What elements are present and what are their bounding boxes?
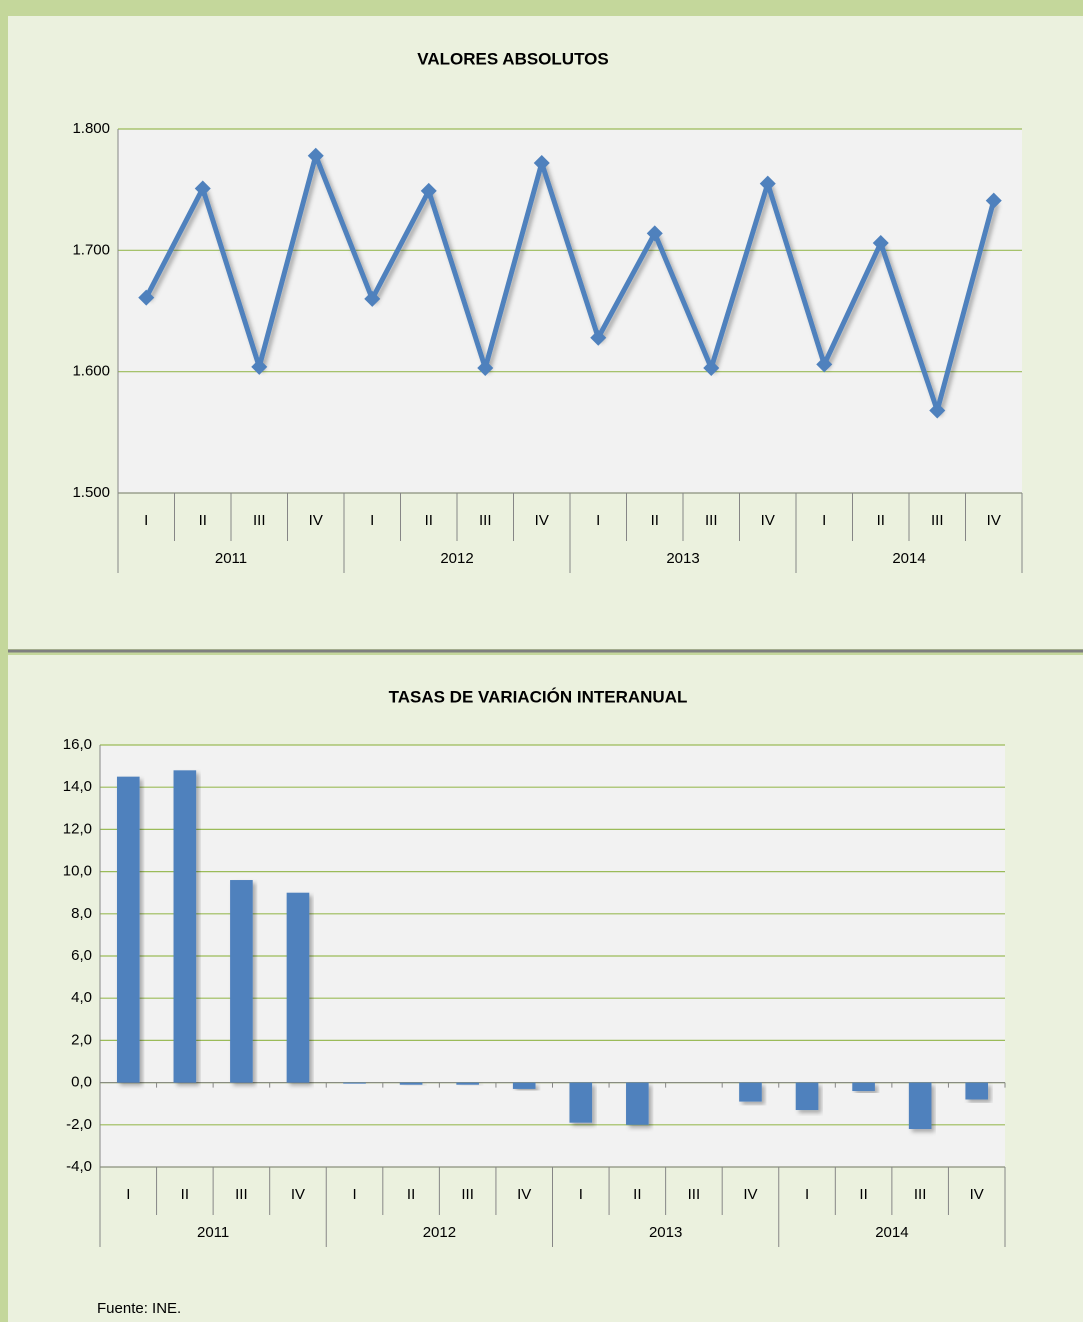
group-label: 2013 xyxy=(649,1224,682,1241)
bar xyxy=(739,1082,762,1102)
x-tick-label: II xyxy=(199,512,207,529)
data-marker xyxy=(759,175,776,192)
bar xyxy=(795,1082,819,1111)
x-tick-label: I xyxy=(370,512,374,529)
chart-title: VALORES ABSOLUTOS xyxy=(417,49,608,68)
group-label: 2011 xyxy=(215,550,247,567)
x-tick-label: IV xyxy=(987,512,1001,529)
x-tick-label: II xyxy=(877,512,885,529)
x-tick-label: I xyxy=(126,1186,130,1203)
y-tick-label: 16,0 xyxy=(63,736,92,753)
x-tick-label: IV xyxy=(970,1186,984,1203)
y-tick-label: 2,0 xyxy=(71,1031,92,1048)
x-tick-label: I xyxy=(822,512,826,529)
data-marker xyxy=(985,192,1002,209)
x-tick-label: IV xyxy=(535,512,549,529)
data-marker xyxy=(590,329,607,346)
y-tick-label: 1.600 xyxy=(72,363,110,380)
bar xyxy=(626,1082,649,1125)
group-label: 2011 xyxy=(197,1224,229,1241)
bar xyxy=(512,1082,536,1089)
data-marker xyxy=(646,225,663,242)
x-tick-label: III xyxy=(461,1186,474,1203)
x-tick-label: II xyxy=(633,1186,641,1203)
x-tick-label: II xyxy=(859,1186,867,1203)
bar xyxy=(399,1082,423,1085)
x-tick-label: IV xyxy=(309,512,323,529)
x-tick-label: II xyxy=(181,1186,189,1203)
x-tick-label: III xyxy=(235,1186,248,1203)
x-tick-label: IV xyxy=(291,1186,305,1203)
data-marker xyxy=(194,180,211,197)
x-tick-label: III xyxy=(479,512,492,529)
group-label: 2014 xyxy=(875,1224,908,1241)
source-note: Fuente: INE. xyxy=(97,1300,181,1317)
y-tick-label: 14,0 xyxy=(63,778,92,795)
data-marker xyxy=(307,147,324,164)
bar xyxy=(173,770,197,1083)
y-tick-label: 4,0 xyxy=(71,989,92,1006)
bar xyxy=(569,1082,593,1123)
y-tick-label: 6,0 xyxy=(71,947,92,964)
x-tick-label: I xyxy=(579,1186,583,1203)
data-marker xyxy=(816,356,833,373)
x-tick-label: IV xyxy=(517,1186,531,1203)
bar xyxy=(965,1082,989,1100)
x-tick-label: III xyxy=(705,512,718,529)
group-label: 2012 xyxy=(440,550,473,567)
x-tick-label: III xyxy=(253,512,266,529)
bar xyxy=(343,1082,366,1084)
data-marker xyxy=(251,358,268,375)
y-tick-label: 1.800 xyxy=(72,120,110,137)
data-marker xyxy=(420,182,437,199)
x-tick-label: IV xyxy=(743,1186,757,1203)
x-tick-label: III xyxy=(688,1186,701,1203)
x-tick-label: I xyxy=(596,512,600,529)
y-tick-label: 0,0 xyxy=(71,1074,92,1091)
bar xyxy=(286,892,310,1083)
bar xyxy=(230,880,253,1083)
data-marker xyxy=(138,289,155,306)
bar xyxy=(908,1082,932,1130)
y-tick-label: 1.700 xyxy=(72,241,110,258)
chart-title: TASAS DE VARIACIÓN INTERANUAL xyxy=(389,687,688,706)
x-tick-label: I xyxy=(352,1186,356,1203)
x-tick-label: III xyxy=(914,1186,927,1203)
x-tick-label: II xyxy=(425,512,433,529)
x-tick-label: I xyxy=(144,512,148,529)
group-label: 2014 xyxy=(892,550,925,567)
data-marker xyxy=(929,402,946,419)
y-tick-label: 10,0 xyxy=(63,863,92,880)
data-marker xyxy=(872,235,889,252)
group-label: 2013 xyxy=(666,550,699,567)
y-tick-label: -4,0 xyxy=(66,1158,92,1175)
bar xyxy=(456,1082,479,1085)
x-tick-label: II xyxy=(407,1186,415,1203)
y-tick-label: 12,0 xyxy=(63,820,92,837)
data-line xyxy=(144,153,997,413)
data-marker xyxy=(364,290,381,307)
bar xyxy=(116,776,140,1083)
group-label: 2012 xyxy=(423,1224,456,1241)
y-tick-label: 8,0 xyxy=(71,905,92,922)
x-tick-label: II xyxy=(651,512,659,529)
x-tick-label: I xyxy=(805,1186,809,1203)
bar xyxy=(852,1082,875,1092)
y-tick-label: 1.500 xyxy=(72,484,110,501)
data-marker xyxy=(703,360,720,377)
data-marker xyxy=(533,154,550,171)
data-marker xyxy=(477,360,494,377)
x-tick-label: IV xyxy=(761,512,775,529)
y-tick-label: -2,0 xyxy=(66,1116,92,1133)
x-tick-label: III xyxy=(931,512,944,529)
plot-area xyxy=(118,129,1022,493)
